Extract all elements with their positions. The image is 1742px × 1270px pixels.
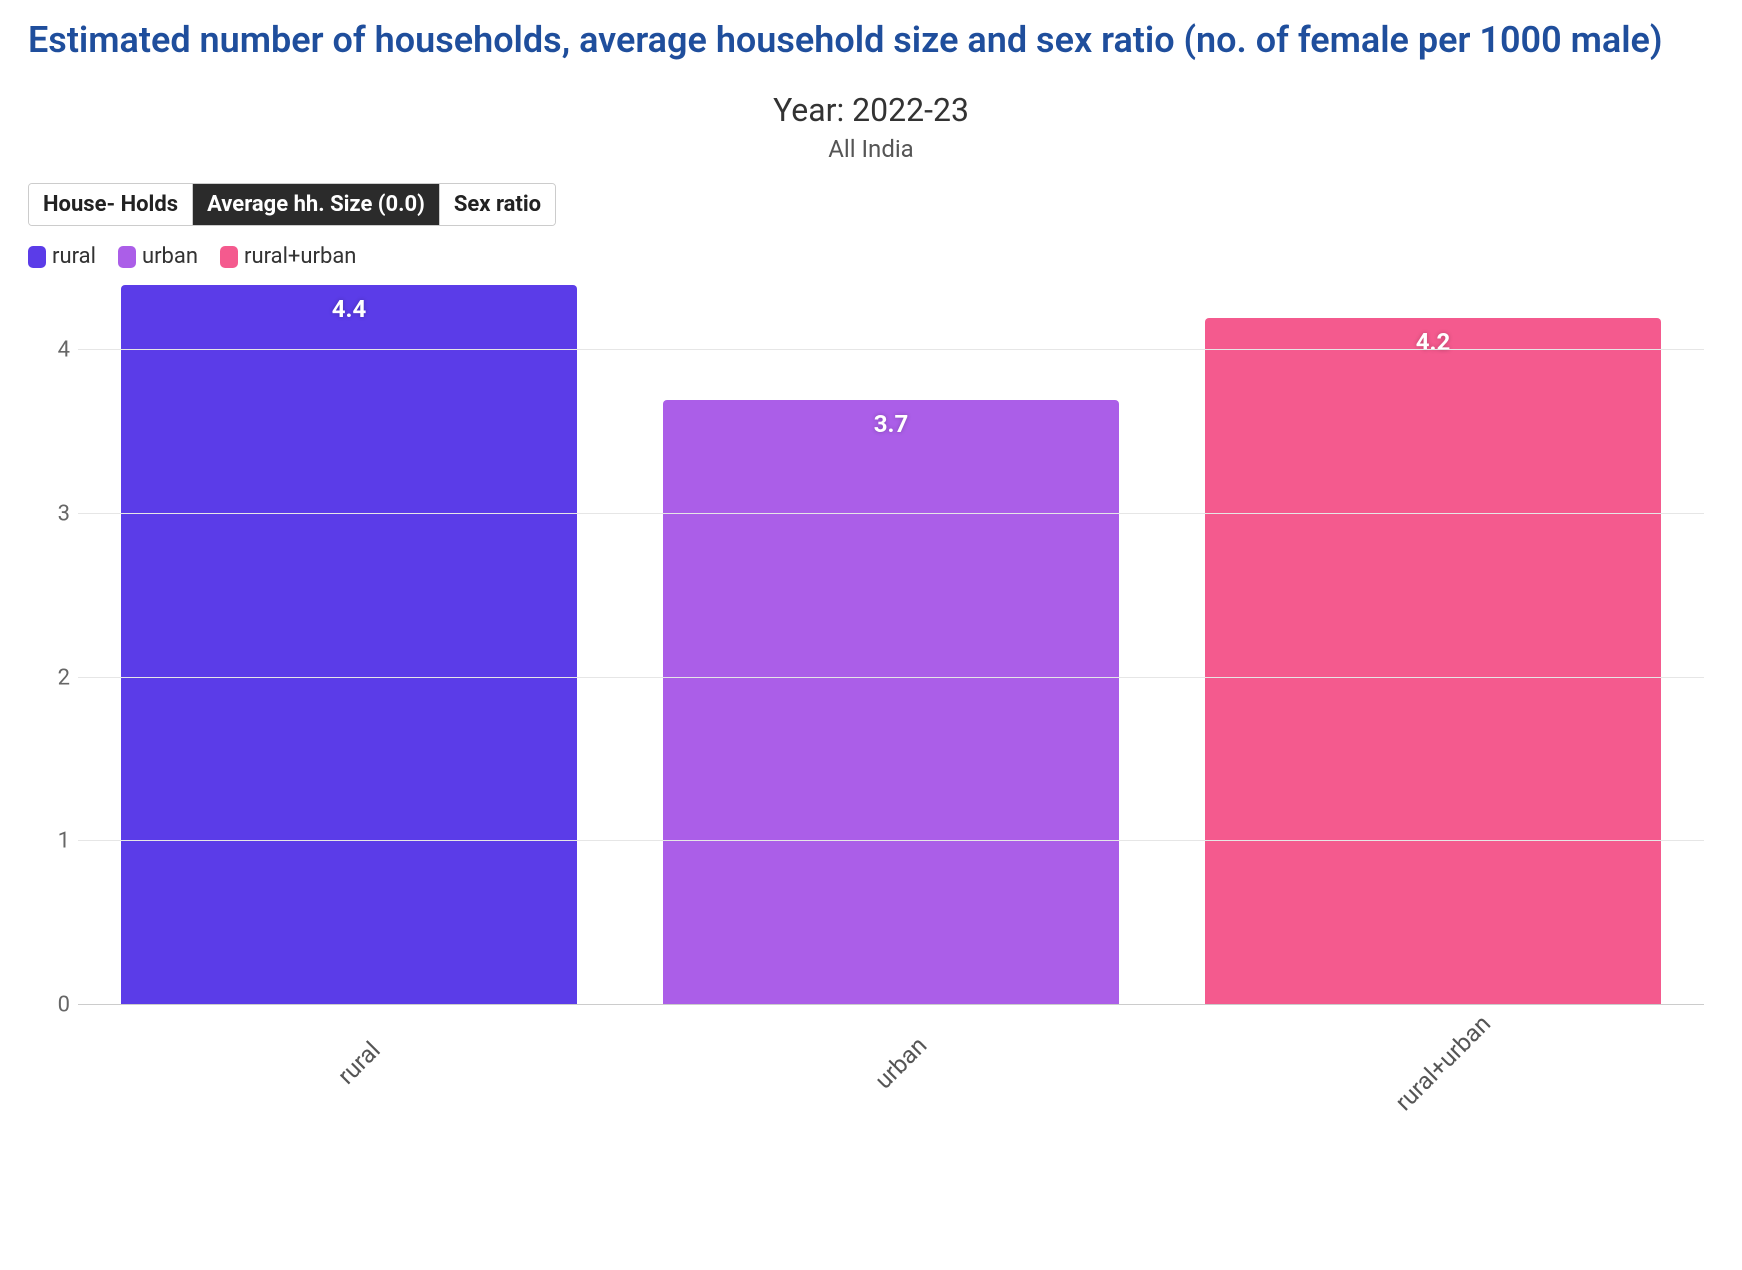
x-axis-labels: rural urban rural+urban [78,1005,1704,1081]
plot-region: 4.4 3.7 4.2 01234 [78,285,1704,1005]
grid-line [78,840,1704,841]
y-tick-label: 3 [38,502,70,527]
page-title: Estimated number of households, average … [28,18,1714,63]
chart-title: Year: 2022-23 [28,91,1714,129]
y-tick-label: 0 [38,993,70,1018]
legend-item-urban[interactable]: urban [118,244,198,269]
legend: rural urban rural+urban [28,244,1714,269]
y-tick-label: 1 [38,829,70,854]
grid-line [78,1004,1704,1005]
legend-swatch-urban [118,246,136,268]
tab-sex-ratio[interactable]: Sex ratio [440,184,555,225]
y-tick-label: 2 [38,665,70,690]
grid-line [78,349,1704,350]
legend-item-rural[interactable]: rural [28,244,96,269]
legend-label-rural-urban: rural+urban [244,244,356,269]
grid-line [78,677,1704,678]
bar-value-urban: 3.7 [663,410,1118,438]
legend-swatch-rural [28,246,46,268]
y-tick-label: 4 [38,338,70,363]
chart-subtitle: All India [28,135,1714,163]
legend-swatch-rural-urban [220,246,238,268]
grid-line [78,513,1704,514]
metric-tab-group: House- Holds Average hh. Size (0.0) Sex … [28,183,556,226]
legend-label-rural: rural [52,244,96,269]
tab-avg-hh-size[interactable]: Average hh. Size (0.0) [193,184,440,225]
chart-container: Year: 2022-23 All India House- Holds Ave… [28,91,1714,1081]
bar-value-rural: 4.4 [121,295,576,323]
tab-households[interactable]: House- Holds [29,184,193,225]
bars-group: 4.4 3.7 4.2 [78,285,1704,1005]
bar-value-rural-urban: 4.2 [1205,328,1660,356]
legend-item-rural-urban[interactable]: rural+urban [220,244,356,269]
legend-label-urban: urban [142,244,198,269]
